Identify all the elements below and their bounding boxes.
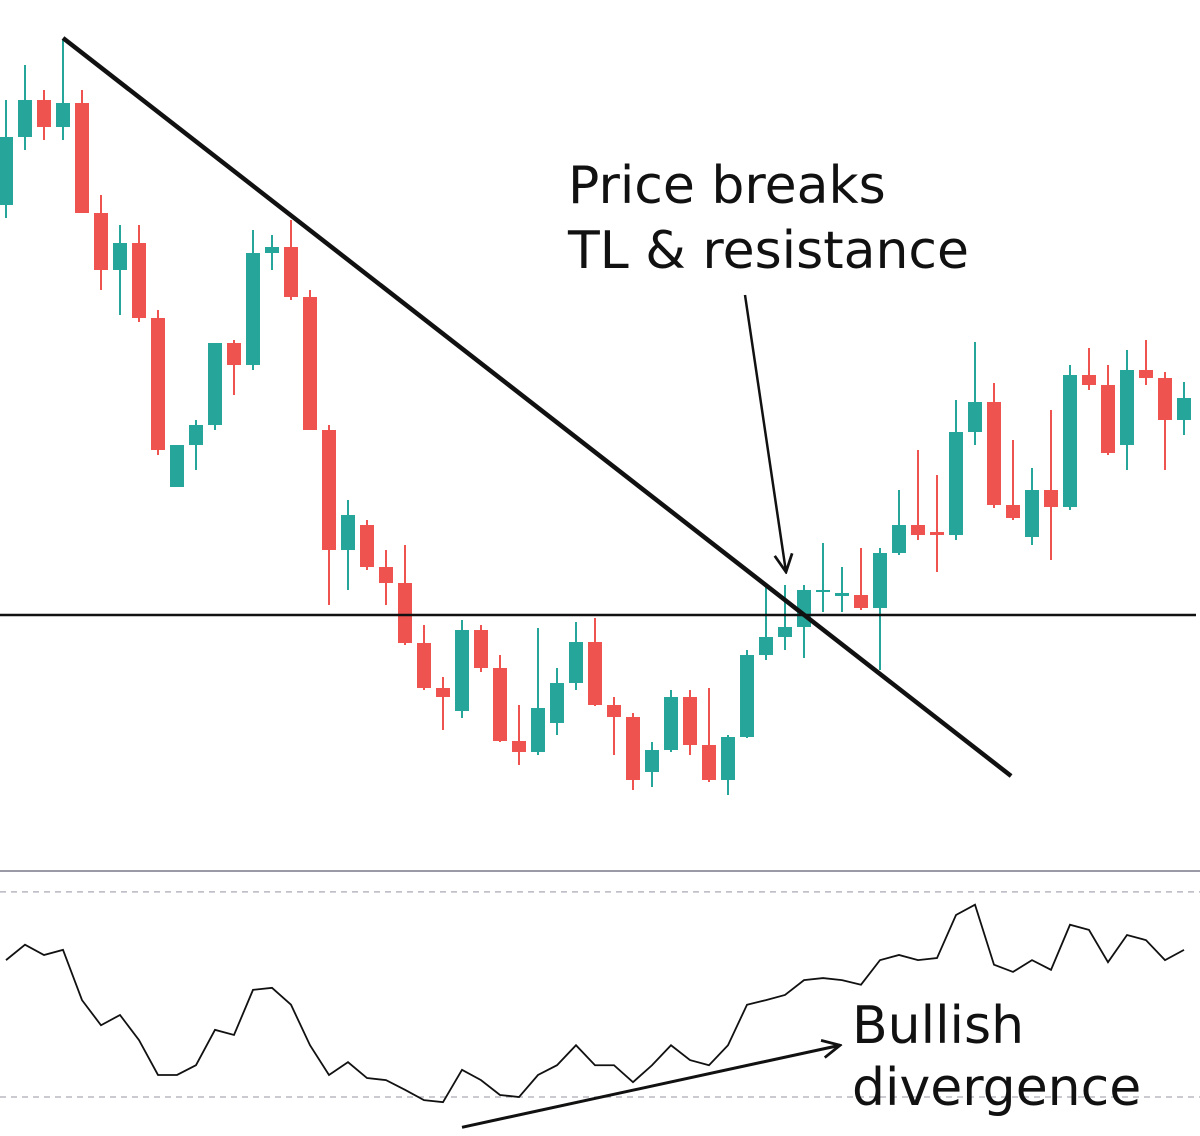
candle-body — [588, 642, 602, 705]
candle-body — [702, 745, 716, 780]
candle-body — [1025, 490, 1039, 537]
candle-body — [113, 243, 127, 270]
candle-body — [75, 103, 89, 213]
candle-body — [436, 688, 450, 697]
candle-body — [930, 532, 944, 535]
candle-body — [778, 627, 792, 637]
candle-body — [873, 553, 887, 608]
annotation: Price breaks — [568, 156, 886, 216]
trendline — [61, 36, 1013, 778]
candle-body — [683, 697, 697, 745]
candle-body — [227, 343, 241, 365]
candle-body — [721, 737, 735, 780]
candle-body — [94, 213, 108, 270]
candle-body — [284, 247, 298, 297]
candle-body — [1120, 370, 1134, 445]
candle-body — [398, 583, 412, 643]
candle-body — [303, 297, 317, 430]
candle-body — [208, 343, 222, 425]
candle-body — [987, 402, 1001, 505]
candle-body — [835, 593, 849, 596]
candle-body — [1139, 370, 1153, 378]
candle-body — [493, 668, 507, 741]
candle-body — [911, 525, 925, 535]
candle-body — [170, 445, 184, 487]
candle-body — [455, 630, 469, 711]
candle-body — [569, 642, 583, 683]
candle-body — [322, 430, 336, 550]
candle-body — [417, 643, 431, 688]
candle-body — [1006, 505, 1020, 518]
candle-body — [550, 683, 564, 723]
candle-body — [132, 243, 146, 318]
candle-body — [816, 590, 830, 592]
candle-body — [854, 595, 868, 608]
candle-body — [664, 697, 678, 750]
candle-body — [1101, 385, 1115, 453]
candle-body — [949, 432, 963, 535]
annotation: divergence — [852, 1058, 1141, 1118]
oscillator-line — [5, 903, 1185, 1104]
candle-body — [151, 318, 165, 450]
candle-body — [341, 515, 355, 550]
callout-arrow — [743, 294, 786, 572]
candle-body — [246, 253, 260, 365]
candle-body — [759, 637, 773, 655]
candle-body — [1063, 375, 1077, 507]
candle-body — [360, 525, 374, 567]
candle-body — [1177, 398, 1191, 420]
candle-body — [0, 137, 13, 205]
candle-body — [740, 655, 754, 737]
candle-body — [1044, 490, 1058, 507]
candle-body — [968, 402, 982, 432]
candle-body — [512, 741, 526, 752]
candle-body — [1158, 378, 1172, 420]
candle-body — [607, 705, 621, 717]
candle-body — [18, 100, 32, 137]
candle-body — [531, 708, 545, 752]
candle-body — [189, 425, 203, 445]
candle-body — [37, 100, 51, 127]
candle-body — [379, 567, 393, 583]
candle-body — [474, 630, 488, 668]
candle-body — [1082, 375, 1096, 385]
candle-body — [265, 247, 279, 253]
candle-body — [892, 525, 906, 553]
annotation: TL & resistance — [567, 221, 969, 281]
candle-body — [626, 717, 640, 780]
candle-body — [56, 103, 70, 127]
annotation: Bullish — [852, 996, 1024, 1056]
candle-body — [645, 750, 659, 772]
divergence-line — [461, 1045, 840, 1129]
